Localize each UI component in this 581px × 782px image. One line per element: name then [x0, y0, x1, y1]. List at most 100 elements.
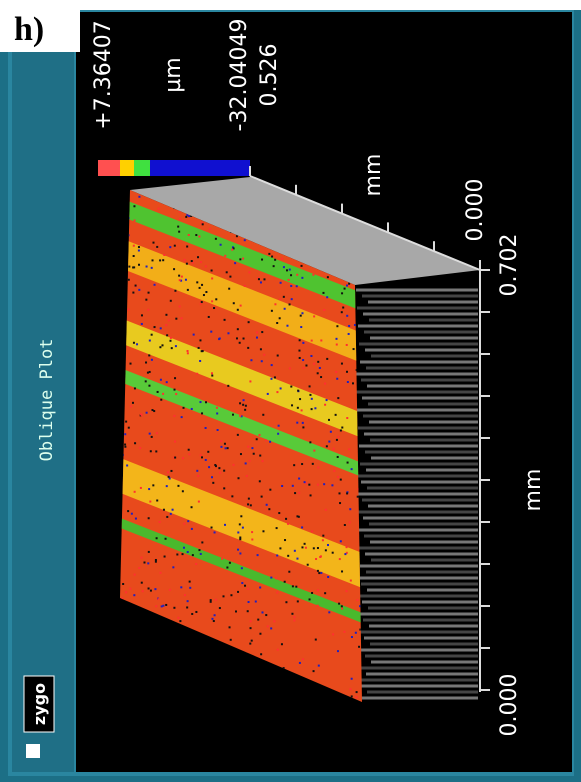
surface-speckle: [165, 324, 168, 327]
surface-speckle: [143, 561, 146, 564]
surface-speckle: [290, 385, 293, 388]
surface-speckle: [156, 390, 159, 393]
surface-speckle: [157, 207, 160, 210]
surface-speckle: [335, 438, 338, 441]
surface-speckle: [173, 244, 176, 247]
surface-speckle: [257, 277, 260, 280]
surface-speckle: [255, 438, 258, 441]
surface-speckle: [165, 603, 168, 606]
surface-speckle: [335, 370, 338, 373]
surface-speckle: [129, 405, 132, 408]
surface-speckle: [288, 570, 291, 573]
surface-speckle: [336, 650, 339, 653]
surface-speckle: [243, 284, 246, 287]
surface-speckle: [305, 482, 308, 485]
surface-speckle: [288, 367, 291, 370]
color-swatch: [98, 160, 120, 176]
surface-speckle: [337, 435, 340, 438]
surface-speckle: [212, 620, 215, 623]
surface-speckle: [199, 302, 202, 305]
surface-speckle: [264, 439, 267, 442]
surface-speckle: [210, 372, 213, 375]
surface-speckle: [290, 274, 293, 277]
surface-speckle: [266, 392, 269, 395]
surface-speckle: [149, 500, 152, 503]
surface-speckle: [302, 658, 305, 661]
surface-speckle: [187, 448, 190, 451]
surface-speckle: [188, 453, 191, 456]
surface-speckle: [348, 521, 351, 524]
surface-speckle: [185, 262, 188, 265]
surface-speckle: [163, 555, 166, 558]
surface-band: [120, 190, 362, 318]
surface-speckle: [197, 474, 200, 477]
surface-speckle: [305, 364, 308, 367]
surface-speckle: [236, 328, 239, 331]
surface-speckle: [133, 266, 136, 269]
surface-speckle: [348, 282, 351, 285]
surface-band: [120, 360, 362, 484]
surface-speckle: [186, 214, 189, 217]
surface-speckle: [290, 298, 293, 301]
logo: zygo: [30, 683, 49, 725]
surface-speckle: [173, 456, 176, 459]
surface-speckle: [298, 491, 301, 494]
surface-speckle: [241, 582, 244, 585]
surface-speckle: [319, 555, 322, 558]
close-button[interactable]: [26, 744, 40, 758]
scale-max: +7.36407: [91, 20, 116, 129]
surface-speckle: [170, 347, 173, 350]
surface-speckle: [306, 563, 309, 566]
surface-speckle: [297, 515, 300, 518]
surface-speckle: [296, 421, 299, 424]
surface-speckle: [258, 434, 261, 437]
surface-speckle: [196, 372, 199, 375]
surface-speckle: [228, 561, 231, 564]
surface-speckle: [277, 432, 280, 435]
surface-speckle: [127, 510, 130, 513]
logo-box[interactable]: [23, 675, 55, 733]
surface-speckle: [346, 492, 349, 495]
surface-speckle: [127, 426, 130, 429]
surface-speckle: [250, 639, 253, 642]
surface-speckle: [291, 404, 294, 407]
surface-speckle: [346, 461, 349, 464]
surface-speckle: [311, 591, 314, 594]
surface-speckle: [298, 349, 301, 352]
surface-speckle: [276, 648, 279, 651]
surface-speckle: [343, 524, 346, 527]
surface-speckle: [134, 284, 137, 287]
surface-speckle: [276, 354, 279, 357]
surface-speckle: [317, 466, 320, 469]
surface-speckle: [336, 377, 339, 380]
surface-speckle: [270, 576, 273, 579]
surface-speckle: [279, 387, 282, 390]
surface-speckle: [256, 331, 259, 334]
surface-speckle: [178, 305, 181, 308]
surface-speckle: [198, 286, 201, 289]
surface-speckle: [329, 430, 332, 433]
surface-speckle: [262, 530, 265, 533]
surface-speckle: [339, 502, 342, 505]
surface-speckle: [139, 414, 142, 417]
surface-speckle: [331, 484, 334, 487]
surface-speckle: [173, 388, 176, 391]
surface-speckle: [282, 266, 285, 269]
surface-speckle: [300, 326, 303, 329]
surface-speckle: [340, 605, 343, 608]
surface-speckle: [325, 445, 328, 448]
surface-speckle: [211, 617, 214, 620]
surface-speckle: [293, 619, 296, 622]
surface-speckle: [232, 302, 235, 305]
surface-speckle: [247, 587, 250, 590]
surface-speckle: [260, 495, 263, 498]
surface-speckle: [296, 273, 299, 276]
surface-speckle: [341, 570, 344, 573]
panel-label: h): [14, 11, 44, 48]
surface-speckle: [200, 456, 203, 459]
surface-speckle: [313, 449, 316, 452]
surface-speckle: [285, 601, 288, 604]
surface-speckle: [268, 508, 271, 511]
surface-speckle: [147, 550, 150, 553]
surface-speckle: [244, 584, 247, 587]
